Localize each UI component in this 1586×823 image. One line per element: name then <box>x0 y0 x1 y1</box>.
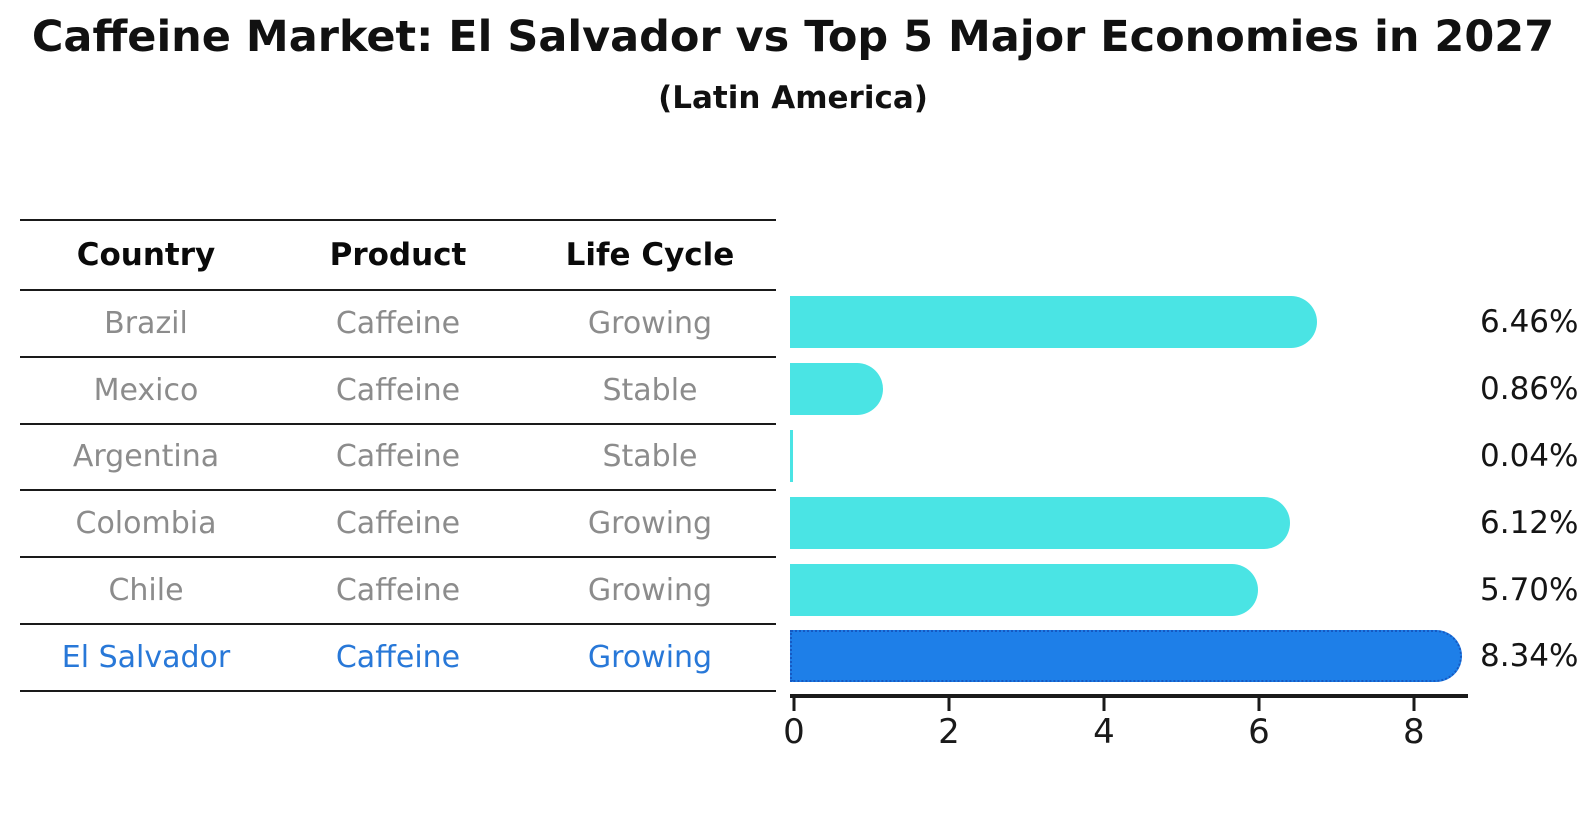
table-header-row: Country Product Life Cycle <box>20 219 776 291</box>
table-cell-product: Caffeine <box>335 439 461 475</box>
bar-mexico <box>790 363 883 416</box>
x-axis-tick-label: 2 <box>938 712 960 752</box>
bar-value-label: 6.12% <box>1480 504 1579 541</box>
table-cell-product: Caffeine <box>335 305 461 341</box>
table-cell-product: Caffeine <box>335 372 461 408</box>
table-cell-life-cycle: Growing <box>587 506 713 542</box>
bar-value-label: 0.86% <box>1480 371 1579 408</box>
bar-colombia <box>790 496 1291 549</box>
bar-value-labels: 6.46% 0.86% 0.04% 6.12% 5.70% 8.34% <box>1480 289 1586 690</box>
bar-brazil <box>790 296 1317 349</box>
x-axis-tick-label: 0 <box>783 712 805 752</box>
chart-title: Caffeine Market: El Salvador vs Top 5 Ma… <box>31 12 1555 62</box>
table-header-country: Country <box>76 237 216 273</box>
bar-value-label: 6.46% <box>1480 304 1579 341</box>
x-axis-line <box>790 694 1468 698</box>
table-header-life-cycle: Life Cycle <box>565 237 735 273</box>
table-cell-product: Caffeine <box>335 506 461 542</box>
table-row: Colombia Caffeine Growing <box>20 491 776 559</box>
table-cell-country: Chile <box>108 573 184 609</box>
country-table: Country Product Life Cycle Brazil Caffein… <box>20 219 776 692</box>
table-cell-life-cycle: Stable <box>602 372 698 408</box>
table-cell-country: Mexico <box>93 372 199 408</box>
table-cell-country: Brazil <box>104 305 188 341</box>
bar-value-label: 8.34% <box>1480 638 1579 675</box>
bar-value-label: 5.70% <box>1480 571 1579 608</box>
x-axis-tick-label: 4 <box>1093 712 1115 752</box>
table-header-product: Product <box>329 237 467 273</box>
table-row: Brazil Caffeine Growing <box>20 291 776 358</box>
table-cell-country: El Salvador <box>61 639 231 675</box>
bar-value-label: 0.04% <box>1480 438 1579 474</box>
table-cell-product: Caffeine <box>335 639 461 675</box>
table-row: Chile Caffeine Growing <box>20 558 776 625</box>
table-cell-life-cycle: Growing <box>587 573 713 609</box>
bar-plot-area <box>790 289 1468 690</box>
table-cell-life-cycle: Growing <box>587 639 713 675</box>
table-row: Mexico Caffeine Stable <box>20 358 776 425</box>
table-row: Argentina Caffeine Stable <box>20 425 776 492</box>
table-cell-product: Caffeine <box>335 573 461 609</box>
x-axis: 0 2 4 6 8 <box>783 694 1468 754</box>
x-axis-tick <box>947 698 951 711</box>
bar-argentina <box>790 430 794 482</box>
x-axis-tick <box>1412 698 1416 711</box>
table-cell-life-cycle: Stable <box>602 439 698 475</box>
x-axis-tick-label: 8 <box>1403 712 1425 752</box>
x-axis-tick <box>792 698 796 711</box>
x-axis-tick-label: 6 <box>1248 712 1270 752</box>
bar-el-salvador <box>790 630 1463 683</box>
table-cell-country: Argentina <box>72 439 220 475</box>
table-row: El Salvador Caffeine Growing <box>20 625 776 692</box>
table-body: Brazil Caffeine Growing Mexico Caffeine Stabl… <box>20 291 776 692</box>
table-cell-life-cycle: Growing <box>587 305 713 341</box>
table-cell-country: Colombia <box>75 506 217 542</box>
chart-subtitle: (Latin America) <box>658 80 928 116</box>
x-axis-tick <box>1102 698 1106 711</box>
x-axis-tick <box>1257 698 1261 711</box>
bar-chile <box>790 563 1258 616</box>
